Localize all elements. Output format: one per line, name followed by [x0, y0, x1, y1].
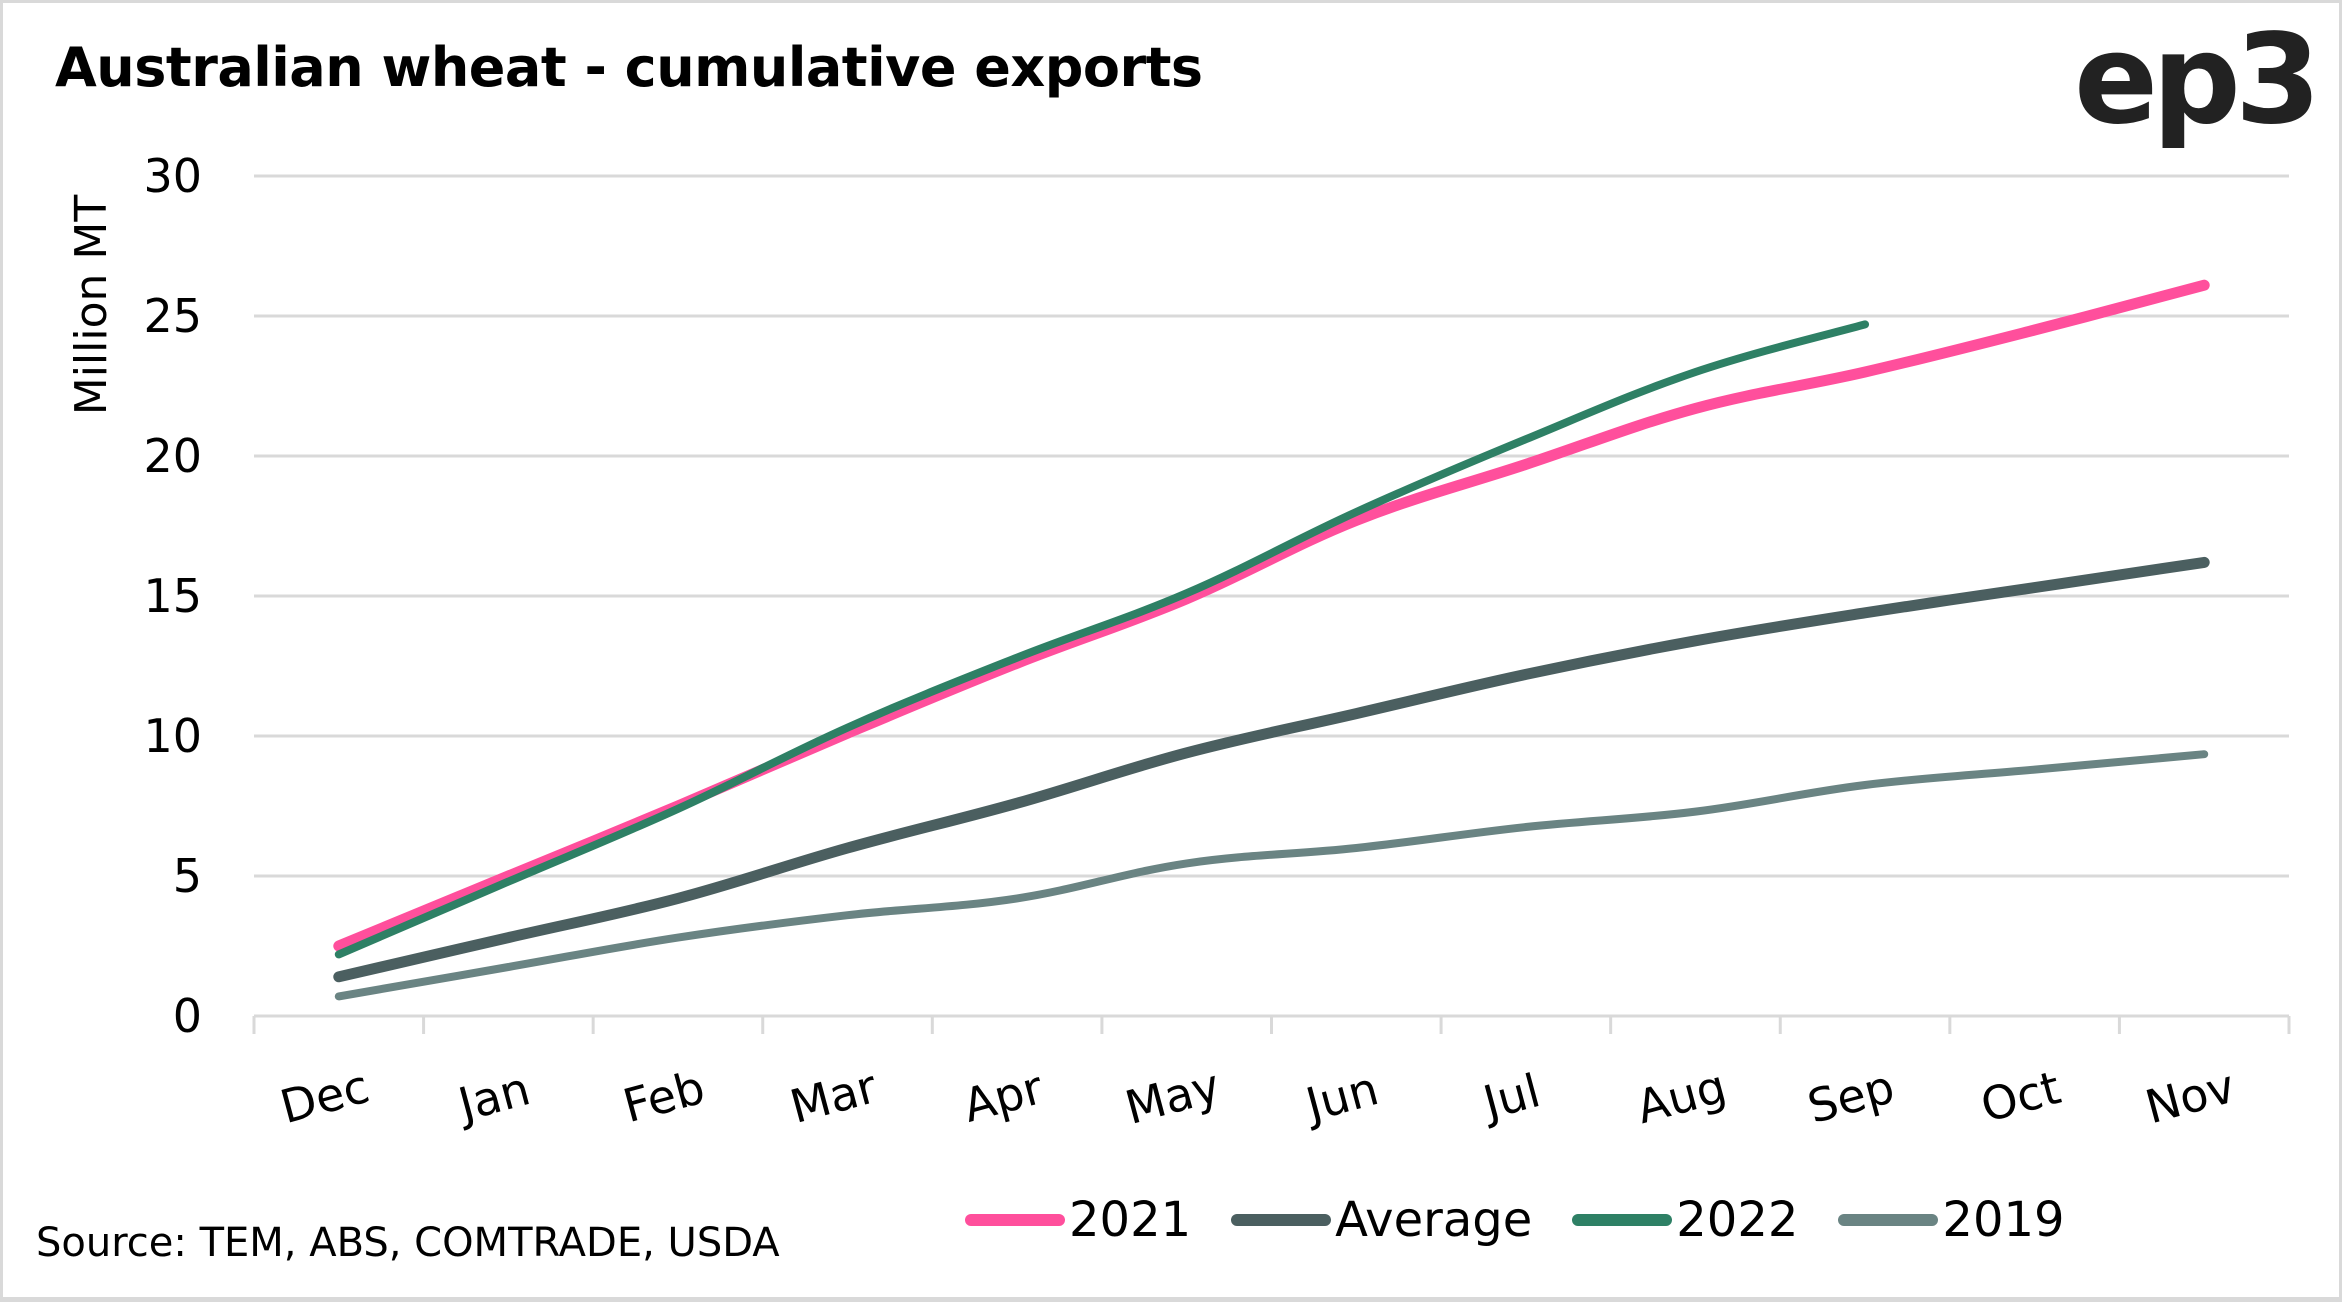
x-axis: Dec Jan Feb Mar Apr May Jun Jul Aug Sep Oct Nov — [252, 1016, 2291, 1135]
x-tick-label: Aug — [1631, 1059, 1732, 1134]
x-tick-label: Nov — [2140, 1059, 2241, 1134]
x-tick-label: Jun — [1298, 1061, 1384, 1133]
legend-label: Average — [1335, 1192, 1533, 1248]
legend-label: 2019 — [1942, 1192, 2065, 1248]
series-lines — [333, 279, 2210, 1001]
legend-swatch — [1572, 1214, 1673, 1226]
chart-title: Australian wheat - cumulative exports — [55, 36, 1203, 99]
ep3-logo: ep3 — [2074, 8, 2321, 152]
x-tick-label: Jul — [1475, 1063, 1545, 1130]
x-tick-label: Dec — [275, 1059, 375, 1134]
legend: 2021 Average 2022 2019 — [965, 1192, 2105, 1248]
legend-swatch — [1838, 1214, 1939, 1226]
legend-label: 2021 — [1069, 1192, 1192, 1248]
series-line-2021 — [333, 279, 2210, 952]
y-tick-label: 10 — [143, 709, 202, 763]
y-tick-label: 5 — [173, 849, 202, 903]
source-note: Source: TEM, ABS, COMTRADE, USDA — [36, 1220, 780, 1266]
y-tick-label: 15 — [143, 569, 202, 623]
x-tick-label: May — [1120, 1058, 1226, 1135]
series-line-2019 — [334, 750, 2209, 1001]
legend-item-2021: 2021 — [965, 1192, 1191, 1248]
y-tick-label: 30 — [143, 149, 202, 203]
series-line-2022 — [334, 320, 1870, 959]
x-tick-label: Feb — [617, 1060, 710, 1133]
x-tick-label: Mar — [784, 1059, 882, 1134]
x-tick-label: Sep — [1802, 1059, 1900, 1134]
x-tick-label: Oct — [1975, 1060, 2066, 1133]
y-tick-label: 25 — [143, 289, 202, 343]
y-axis-ticks: 0 5 10 15 20 25 30 — [143, 149, 202, 1043]
y-axis-title: Million MT — [66, 195, 117, 416]
series-line-average — [333, 556, 2210, 983]
y-tick-label: 20 — [143, 429, 202, 483]
legend-item-average: Average — [1231, 1192, 1532, 1248]
legend-swatch — [965, 1214, 1065, 1226]
y-tick-label: 0 — [173, 989, 202, 1043]
legend-label: 2022 — [1676, 1192, 1799, 1248]
legend-item-2019: 2019 — [1838, 1192, 2065, 1248]
x-tick-label: Apr — [958, 1060, 1049, 1133]
legend-item-2022: 2022 — [1572, 1192, 1798, 1248]
x-tick-label: Jan — [450, 1061, 535, 1132]
legend-swatch — [1231, 1214, 1332, 1226]
